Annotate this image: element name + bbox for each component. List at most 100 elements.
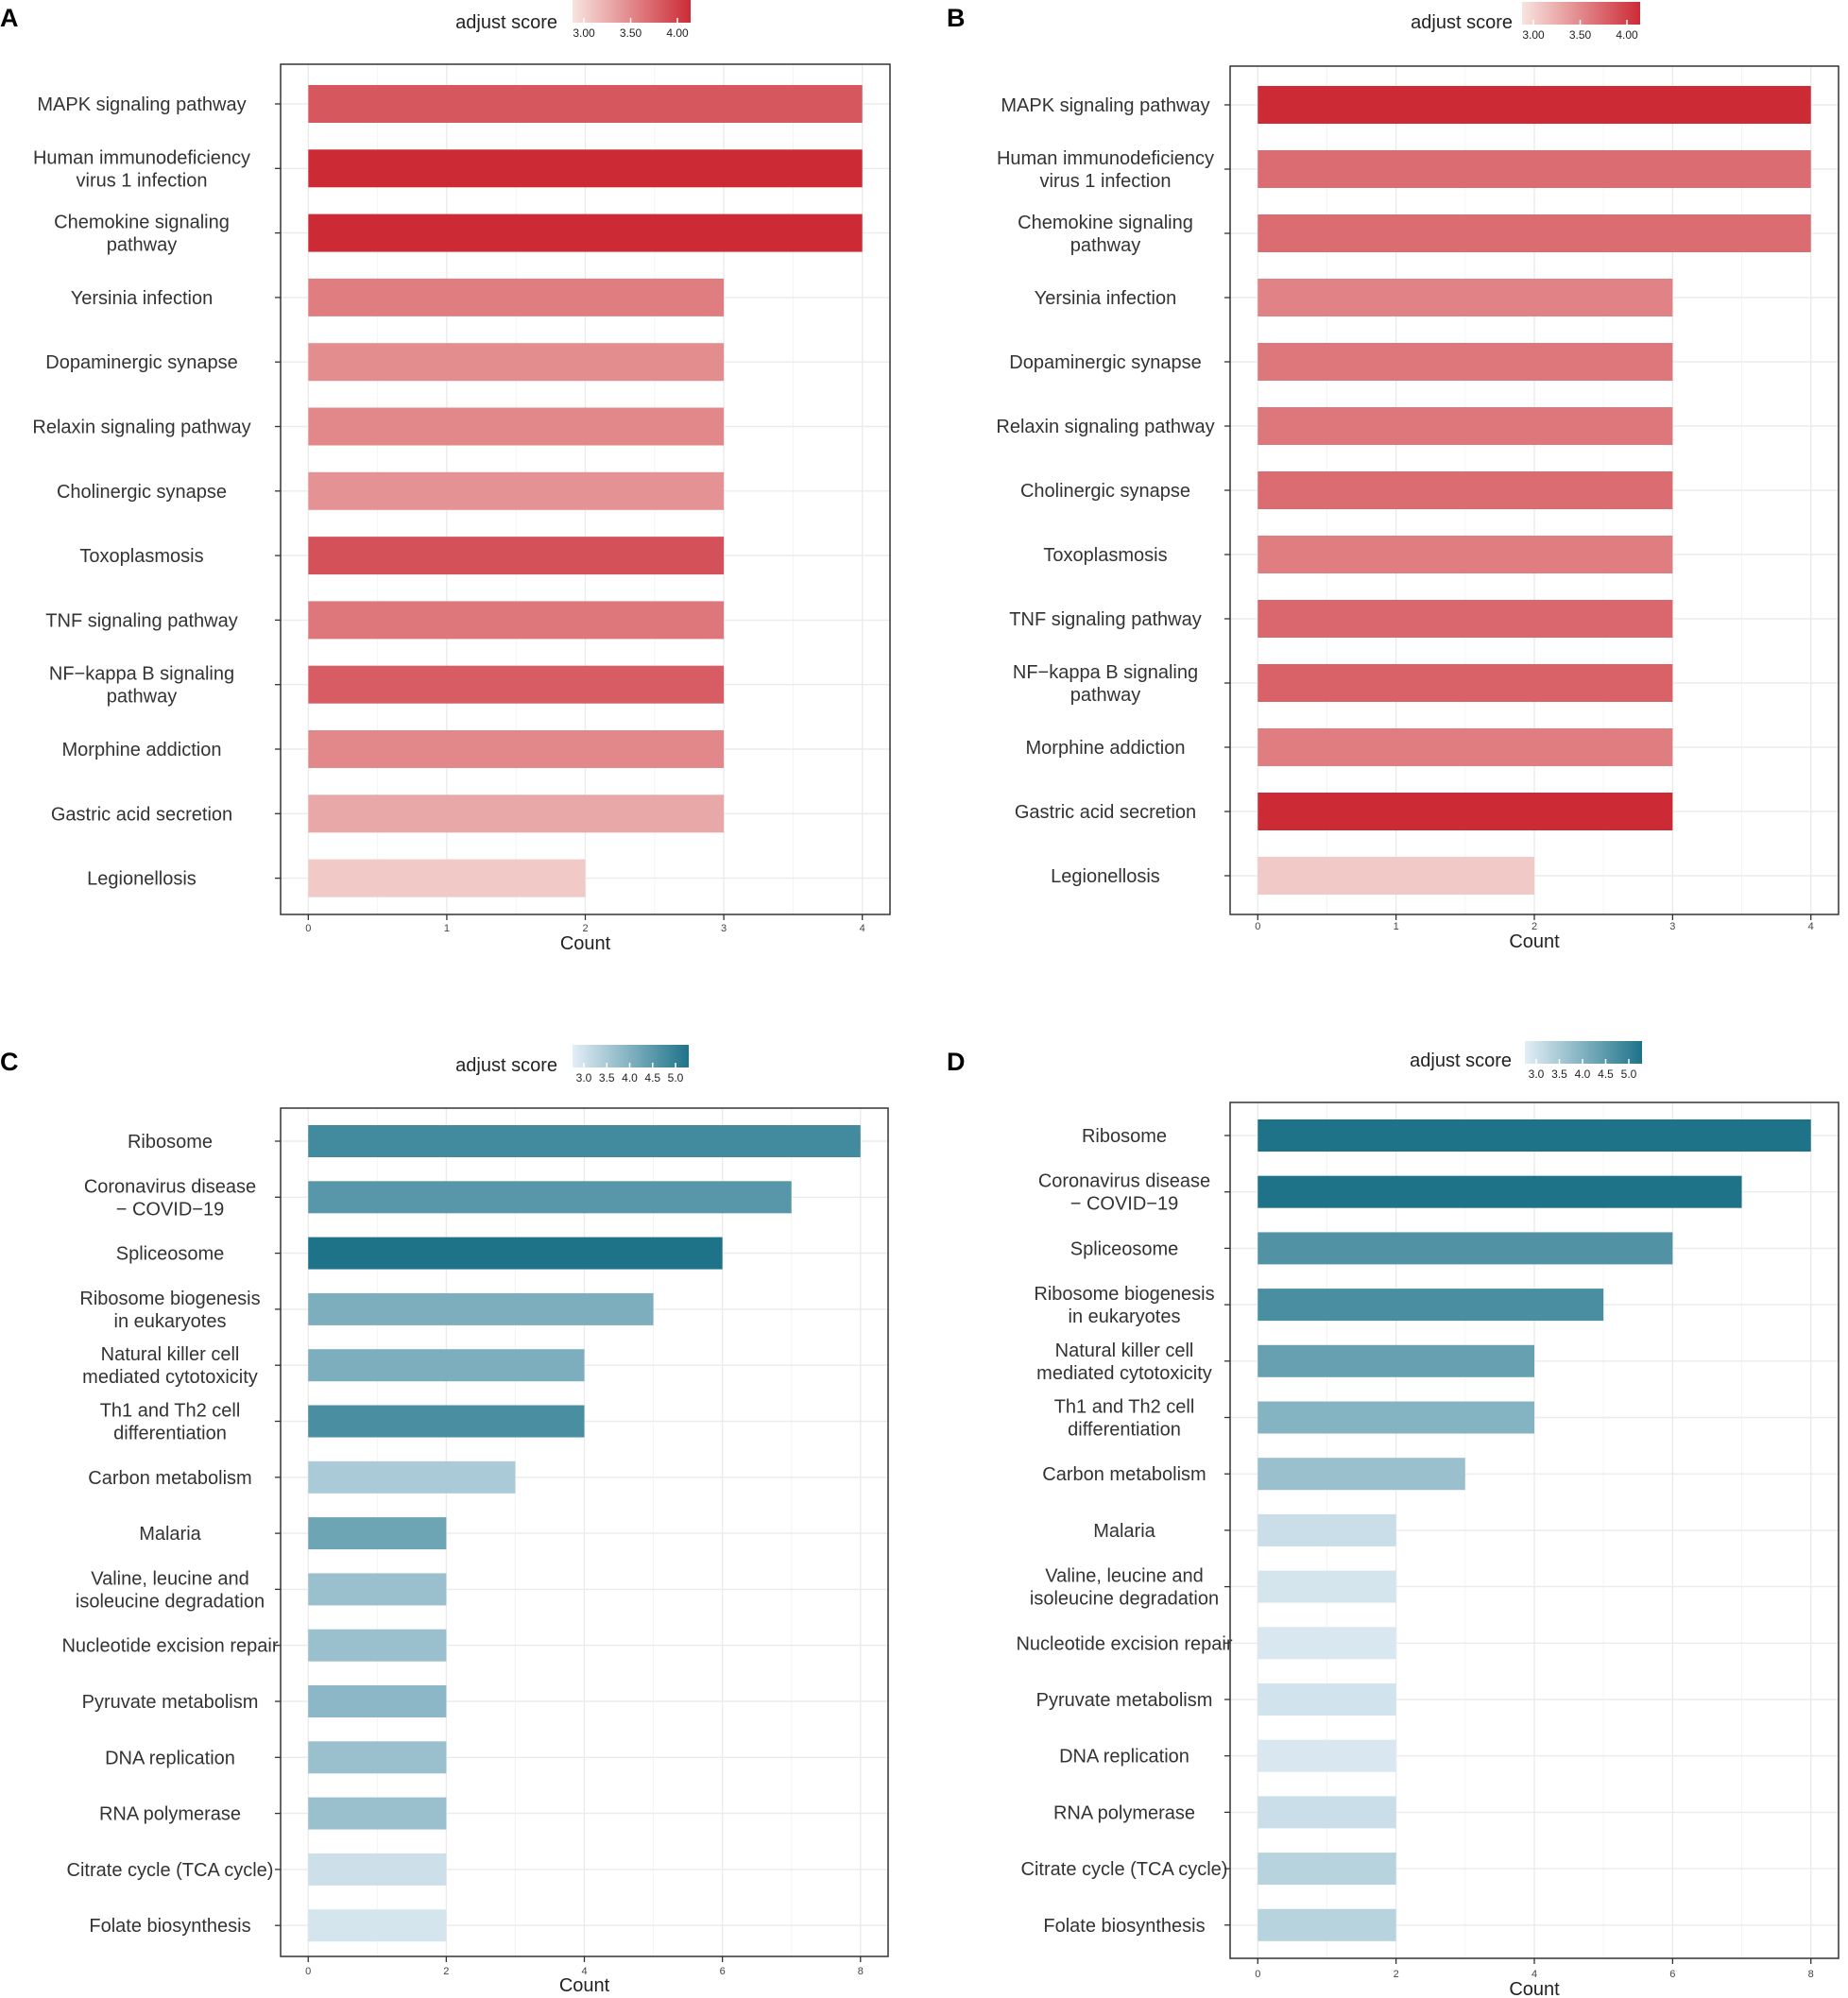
y-tick-label: MAPK signaling pathway — [1001, 95, 1209, 116]
y-tick-label-line: NF−kappa B signaling — [1013, 662, 1198, 683]
y-tick-label: Relaxin signaling pathway — [32, 418, 250, 438]
y-tick-label: Folate biosynthesis — [89, 1916, 250, 1937]
legend-title: adjust score — [455, 12, 557, 33]
y-tick-label: Nucleotide excision repair — [1016, 1633, 1232, 1654]
y-tick-label: Coronavirus disease − COVID−19 — [84, 1176, 256, 1220]
bar — [1258, 1401, 1534, 1434]
y-tick-label: Th1 and Th2 cell differentiation — [1054, 1397, 1195, 1441]
y-tick-label: NF−kappa B signaling pathway — [49, 664, 234, 708]
y-tick-label-line: Chemokine signaling — [1018, 213, 1193, 233]
y-tick-label-line: NF−kappa B signaling — [49, 664, 234, 685]
bar — [1258, 1119, 1811, 1152]
y-tick-label-line: DNA replication — [105, 1748, 235, 1768]
y-tick-label-line: Human immunodeficiency — [33, 147, 250, 168]
y-tick-label: Ribosome — [1082, 1126, 1167, 1147]
y-tick-label: Relaxin signaling pathway — [996, 417, 1214, 437]
y-tick-label-line: Th1 and Th2 cell — [1054, 1397, 1195, 1418]
y-tick-label: Legionellosis — [1051, 866, 1160, 887]
x-axis-title: Count — [560, 933, 611, 954]
legend-tick-label: 4.0 — [1575, 1067, 1591, 1081]
bar — [1258, 1175, 1742, 1208]
y-tick-label-line: virus 1 infection — [77, 170, 208, 191]
y-tick-label: Malaria — [1093, 1521, 1155, 1542]
bar — [308, 85, 863, 123]
bar — [1258, 1344, 1534, 1377]
legend-colorbar — [1522, 2, 1640, 25]
y-tick-label: Yersinia infection — [71, 288, 213, 309]
bar — [308, 1685, 447, 1717]
legend-tick-label: 3.0 — [1529, 1067, 1545, 1081]
bar — [308, 859, 586, 897]
x-tick-label: 0 — [305, 923, 311, 934]
bar — [308, 278, 725, 316]
legend-tick-label: 3.50 — [1569, 28, 1592, 42]
bar — [1258, 1796, 1396, 1829]
y-tick-label-line: Pyruvate metabolism — [1036, 1690, 1213, 1711]
bar — [308, 149, 863, 188]
x-tick-label: 2 — [582, 923, 588, 934]
y-tick-label: Chemokine signaling pathway — [1018, 213, 1193, 256]
y-tick-label: Morphine addiction — [62, 740, 222, 760]
bar — [308, 601, 725, 640]
bar — [1258, 857, 1534, 895]
bar — [308, 1292, 654, 1325]
y-tick-label-line: Valine, leucine and — [91, 1568, 249, 1589]
y-tick-label-line: Toxoplasmosis — [79, 546, 203, 567]
panel-label: A — [0, 4, 19, 32]
y-tick-label: Chemokine signaling pathway — [54, 213, 230, 256]
y-tick-label: TNF signaling pathway — [45, 610, 237, 631]
y-tick-label-line: Natural killer cell — [101, 1344, 240, 1365]
panel-label: B — [947, 4, 966, 32]
y-tick-label-line: Ribosome biogenesis — [79, 1289, 260, 1309]
y-tick-label: MAPK signaling pathway — [37, 94, 246, 115]
y-tick-label-line: pathway — [1070, 685, 1141, 706]
x-tick-label: 4 — [860, 923, 865, 934]
y-tick-label-line: TNF signaling pathway — [1009, 609, 1201, 630]
bar — [308, 794, 725, 833]
y-tick-label: Human immunodeficiency virus 1 infection — [997, 148, 1214, 192]
y-tick-label: TNF signaling pathway — [1009, 609, 1201, 630]
legend-tick-label: 4.00 — [1616, 28, 1638, 42]
y-tick-label-line: Legionellosis — [87, 869, 197, 890]
y-tick-label: RNA polymerase — [1053, 1802, 1195, 1823]
legend-tick-label: 5.0 — [668, 1071, 684, 1084]
legend-tick-label: 4.5 — [644, 1071, 660, 1084]
y-tick-label: NF−kappa B signaling pathway — [1013, 662, 1198, 706]
y-tick-label-line: Malaria — [139, 1524, 201, 1545]
legend-title: adjust score — [1410, 1050, 1512, 1071]
y-tick-label: Malaria — [139, 1524, 201, 1545]
legend-title: adjust score — [455, 1055, 557, 1076]
y-tick-label: DNA replication — [105, 1748, 235, 1768]
bar — [1258, 1570, 1396, 1603]
y-tick-label-line: Gastric acid secretion — [1015, 802, 1196, 823]
y-tick-label: Natural killer cell mediated cytotoxicity — [82, 1344, 258, 1388]
bar — [1258, 664, 1673, 702]
y-tick-label: Spliceosome — [116, 1244, 225, 1265]
y-tick-label-line: Spliceosome — [1070, 1238, 1179, 1259]
bar — [1258, 600, 1673, 638]
legend-colorbar — [573, 0, 691, 23]
y-tick-label-line: isoleucine degradation — [1030, 1589, 1219, 1610]
y-tick-label: Dopaminergic synapse — [1009, 352, 1201, 373]
bar — [1258, 1908, 1396, 1941]
y-tick-label: Cholinergic synapse — [1020, 481, 1190, 502]
y-tick-label: RNA polymerase — [99, 1804, 241, 1825]
bar — [1258, 1513, 1396, 1546]
x-tick-label: 3 — [721, 923, 727, 934]
y-tick-label-line: − COVID−19 — [116, 1199, 225, 1220]
y-tick-label: Valine, leucine and isoleucine degradatio… — [76, 1568, 265, 1612]
y-tick-label-line: Pyruvate metabolism — [82, 1692, 259, 1713]
bar — [1258, 343, 1673, 381]
bar — [1258, 536, 1673, 573]
y-tick-label: Folate biosynthesis — [1043, 1916, 1205, 1937]
legend-tick-label: 4.0 — [622, 1071, 638, 1084]
bar — [308, 665, 725, 704]
bar — [1258, 1683, 1396, 1716]
y-tick-label-line: Coronavirus disease — [84, 1176, 256, 1197]
legend-tick-label: 3.50 — [620, 26, 642, 40]
y-tick-label-line: differentiation — [1068, 1420, 1181, 1441]
panel-label: D — [947, 1048, 966, 1076]
y-tick-label: Cholinergic synapse — [57, 482, 227, 503]
y-tick-label-line: RNA polymerase — [99, 1804, 241, 1825]
